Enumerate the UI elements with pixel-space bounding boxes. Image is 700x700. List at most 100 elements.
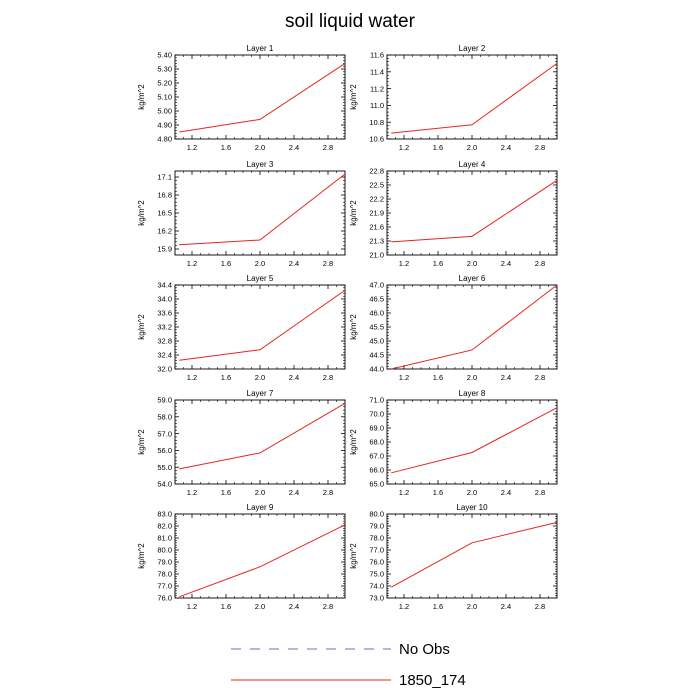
x-tick-label: 1.6 bbox=[433, 373, 443, 382]
x-tick-label: 2.4 bbox=[501, 259, 511, 268]
y-tick-label: 73.0 bbox=[369, 594, 384, 603]
panel-frame bbox=[386, 170, 558, 256]
panel-layer-4: Layer 4 kg/m^2 1.2 1.6 2.0 2.4 2.8 21.0 21.3 21.6… bbox=[349, 160, 558, 268]
y-tick-label: 78.0 bbox=[369, 534, 384, 543]
y-tick-label: 5.40 bbox=[157, 51, 172, 60]
y-tick-label: 68.0 bbox=[369, 438, 384, 447]
panel-title: Layer 4 bbox=[459, 160, 486, 169]
y-tick-label: 17.1 bbox=[157, 173, 172, 182]
y-tick-label: 10.8 bbox=[369, 118, 384, 127]
x-tick-label: 1.6 bbox=[433, 143, 443, 152]
y-tick-label: 56.0 bbox=[157, 446, 172, 455]
y-tick-label: 76.0 bbox=[369, 558, 384, 567]
x-tick-label: 2.8 bbox=[535, 488, 545, 497]
y-tick-label: 15.9 bbox=[157, 245, 172, 254]
x-tick-label: 1.2 bbox=[399, 259, 409, 268]
y-tick-label: 5.20 bbox=[157, 79, 172, 88]
series-line-1850-174 bbox=[179, 173, 346, 246]
x-tick-label: 2.8 bbox=[323, 259, 333, 268]
y-tick-label: 5.10 bbox=[157, 93, 172, 102]
panel-frame bbox=[174, 513, 346, 599]
x-tick-label: 1.2 bbox=[399, 488, 409, 497]
y-tick-label: 32.4 bbox=[157, 351, 172, 360]
x-tick-label: 2.8 bbox=[535, 373, 545, 382]
x-tick-label: 2.0 bbox=[255, 602, 265, 611]
y-tick-label: 83.0 bbox=[157, 510, 172, 519]
y-tick-label: 21.0 bbox=[369, 251, 384, 260]
panel-frame bbox=[386, 54, 558, 140]
x-tick-label: 2.4 bbox=[289, 259, 299, 268]
y-tick-label: 22.2 bbox=[369, 195, 384, 204]
y-tick-label: 66.0 bbox=[369, 466, 384, 475]
y-tick-label: 21.3 bbox=[369, 237, 384, 246]
y-tick-label: 81.0 bbox=[157, 534, 172, 543]
series-line-1850-174 bbox=[179, 62, 346, 133]
panel-frame bbox=[174, 399, 346, 485]
series-line-1850-174 bbox=[391, 284, 558, 370]
y-axis-label: kg/m^2 bbox=[137, 429, 146, 455]
y-tick-label: 16.8 bbox=[157, 191, 172, 200]
x-tick-label: 2.0 bbox=[255, 143, 265, 152]
legend-no-obs-label: No Obs bbox=[399, 641, 450, 658]
y-tick-label: 16.2 bbox=[157, 227, 172, 236]
x-tick-label: 2.4 bbox=[501, 143, 511, 152]
panel-title: Layer 8 bbox=[459, 389, 486, 398]
y-tick-label: 32.8 bbox=[157, 337, 172, 346]
x-tick-label: 2.8 bbox=[535, 143, 545, 152]
x-tick-label: 1.2 bbox=[187, 373, 197, 382]
y-tick-label: 46.5 bbox=[369, 295, 384, 304]
x-tick-label: 2.0 bbox=[255, 259, 265, 268]
panel-layer-5: Layer 5 kg/m^2 1.2 1.6 2.0 2.4 2.8 32.0 32.4 32.8… bbox=[137, 274, 346, 382]
y-tick-label: 65.0 bbox=[369, 480, 384, 489]
y-tick-label: 21.6 bbox=[369, 223, 384, 232]
panel-title: Layer 6 bbox=[459, 274, 486, 283]
x-tick-label: 1.6 bbox=[221, 488, 231, 497]
y-tick-label: 45.0 bbox=[369, 337, 384, 346]
x-tick-label: 2.8 bbox=[323, 602, 333, 611]
x-tick-label: 1.6 bbox=[221, 373, 231, 382]
x-tick-label: 1.6 bbox=[221, 259, 231, 268]
y-tick-label: 78.0 bbox=[157, 570, 172, 579]
y-tick-label: 82.0 bbox=[157, 522, 172, 531]
x-tick-label: 1.6 bbox=[221, 143, 231, 152]
panel-frame bbox=[174, 284, 346, 370]
legend-1850-174-label: 1850_174 bbox=[399, 672, 466, 689]
series-line-1850-174 bbox=[179, 402, 346, 470]
y-axis-label: kg/m^2 bbox=[349, 429, 358, 455]
panel-frame bbox=[386, 513, 558, 599]
y-tick-label: 5.30 bbox=[157, 65, 172, 74]
y-tick-label: 32.0 bbox=[157, 365, 172, 374]
panel-title: Layer 10 bbox=[456, 503, 488, 512]
panel-layer-6: Layer 6 kg/m^2 1.2 1.6 2.0 2.4 2.8 44.0 44.5 45.0… bbox=[349, 274, 558, 382]
y-tick-label: 34.0 bbox=[157, 295, 172, 304]
y-tick-label: 21.9 bbox=[369, 209, 384, 218]
y-tick-label: 77.0 bbox=[157, 582, 172, 591]
x-tick-label: 1.2 bbox=[187, 143, 197, 152]
y-tick-label: 77.0 bbox=[369, 546, 384, 555]
y-tick-label: 22.5 bbox=[369, 181, 384, 190]
series-line-1850-174 bbox=[179, 524, 346, 598]
y-tick-label: 75.0 bbox=[369, 570, 384, 579]
x-tick-label: 2.4 bbox=[289, 602, 299, 611]
y-tick-label: 46.0 bbox=[369, 309, 384, 318]
series-line-1850-174 bbox=[391, 179, 558, 243]
x-tick-label: 1.6 bbox=[433, 488, 443, 497]
y-tick-label: 57.0 bbox=[157, 429, 172, 438]
y-tick-label: 69.0 bbox=[369, 424, 384, 433]
panel-frame bbox=[386, 399, 558, 485]
x-tick-label: 2.0 bbox=[467, 259, 477, 268]
x-tick-label: 1.6 bbox=[221, 602, 231, 611]
y-tick-label: 44.5 bbox=[369, 351, 384, 360]
series-line-1850-174 bbox=[391, 407, 558, 474]
y-tick-label: 59.0 bbox=[157, 396, 172, 405]
y-tick-label: 55.0 bbox=[157, 463, 172, 472]
series-line-1850-174 bbox=[391, 62, 558, 134]
y-tick-label: 74.0 bbox=[369, 582, 384, 591]
panel-frame bbox=[174, 170, 346, 256]
x-tick-label: 2.0 bbox=[467, 602, 477, 611]
x-tick-label: 1.2 bbox=[187, 602, 197, 611]
y-tick-label: 10.6 bbox=[369, 135, 384, 144]
y-tick-label: 79.0 bbox=[369, 522, 384, 531]
x-tick-label: 1.2 bbox=[399, 373, 409, 382]
